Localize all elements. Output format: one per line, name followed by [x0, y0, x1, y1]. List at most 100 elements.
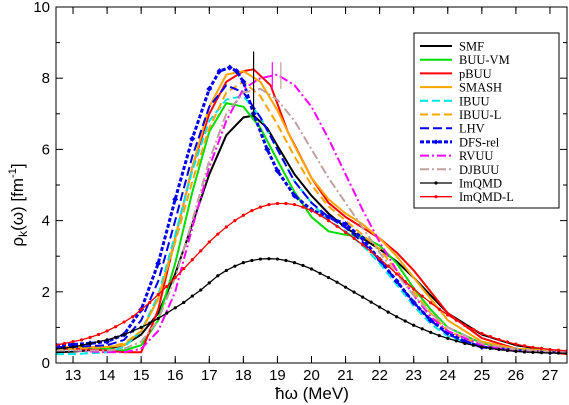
- data-point: [172, 196, 179, 203]
- data-point: [548, 351, 552, 355]
- series-imqmd-l: [56, 201, 567, 353]
- data-point: [480, 345, 484, 349]
- data-point: [378, 257, 382, 261]
- data-point: [267, 202, 271, 207]
- data-point: [386, 310, 390, 314]
- data-point: [301, 205, 305, 209]
- data-point: [96, 332, 101, 337]
- data-point: [114, 335, 118, 339]
- data-point: [420, 327, 424, 331]
- x-tick-label: 16: [167, 367, 184, 384]
- data-point: [105, 329, 109, 333]
- data-point: [284, 258, 288, 263]
- data-point: [497, 337, 501, 342]
- data-point: [429, 301, 433, 305]
- data-point: [437, 307, 441, 311]
- data-point: [224, 225, 228, 229]
- data-point: [454, 318, 458, 322]
- legend-label: IBUU-L: [459, 108, 501, 122]
- legend-item: DJBUU: [420, 163, 499, 177]
- data-point: [393, 278, 400, 285]
- data-point: [434, 181, 438, 185]
- x-tick-label: 25: [473, 367, 490, 384]
- data-point: [514, 342, 518, 346]
- data-point: [291, 192, 298, 199]
- data-point: [250, 209, 254, 213]
- data-point: [275, 257, 280, 261]
- data-point: [190, 294, 194, 298]
- data-point: [386, 264, 390, 268]
- data-point: [531, 345, 535, 349]
- x-tick-label: 17: [201, 367, 218, 384]
- data-point: [505, 348, 509, 353]
- data-point: [369, 249, 373, 254]
- data-point: [471, 327, 475, 332]
- data-point: [258, 205, 262, 209]
- legend-label: ImQMD-L: [459, 190, 514, 204]
- x-axis-label: ħω (MeV): [275, 384, 349, 403]
- y-axis-label: ρk(ω) [fm-1]: [7, 163, 30, 246]
- series-line: [56, 66, 567, 354]
- data-point: [342, 221, 349, 228]
- data-point: [434, 195, 438, 199]
- x-tick-label: 13: [65, 367, 82, 384]
- y-tick-label: 8: [42, 70, 50, 87]
- data-point: [403, 279, 407, 284]
- legend-item: DFS-rel: [420, 135, 500, 149]
- data-point: [395, 272, 399, 276]
- x-tick-label: 23: [405, 367, 422, 384]
- legend-label: LHV: [459, 122, 485, 136]
- data-point: [155, 260, 162, 267]
- legend-label: DFS-rel: [459, 135, 500, 149]
- data-point: [88, 335, 92, 339]
- data-point: [522, 344, 527, 348]
- data-point: [446, 336, 450, 341]
- data-point: [206, 85, 213, 92]
- data-point: [114, 325, 118, 329]
- data-point: [182, 300, 186, 305]
- data-point: [420, 294, 424, 298]
- data-point: [522, 350, 527, 354]
- data-point: [173, 275, 177, 280]
- data-point: [216, 68, 223, 75]
- data-point: [454, 339, 458, 343]
- data-point: [148, 321, 152, 325]
- legend-label: ImQMD: [459, 177, 502, 191]
- data-point: [446, 313, 450, 317]
- x-tick-label: 14: [99, 367, 116, 384]
- data-point: [207, 240, 211, 244]
- x-tick-label: 24: [439, 367, 456, 384]
- x-tick-label: 21: [337, 367, 354, 384]
- x-tick-label: 27: [542, 367, 559, 384]
- data-point: [62, 341, 67, 346]
- data-point: [343, 230, 348, 234]
- data-point: [505, 340, 509, 344]
- data-point: [463, 341, 467, 346]
- data-point: [70, 341, 77, 348]
- x-tick-label: 15: [133, 367, 150, 384]
- vertical-markers: [252, 51, 282, 118]
- y-tick-label: 6: [42, 141, 50, 158]
- legend-item: SMASH: [420, 81, 502, 95]
- y-tick-label: 2: [42, 284, 50, 301]
- data-point: [156, 316, 160, 321]
- x-tick-label: 22: [371, 367, 388, 384]
- y-tick-label: 4: [42, 213, 50, 230]
- data-point: [378, 305, 382, 309]
- data-point: [318, 271, 322, 275]
- series-line: [56, 73, 567, 354]
- legend-item: pBUU: [420, 67, 492, 81]
- data-point: [240, 78, 247, 85]
- data-point: [471, 343, 475, 347]
- data-point: [309, 209, 314, 213]
- series-imqmd: [56, 257, 567, 355]
- data-point: [131, 315, 135, 319]
- data-point: [412, 323, 416, 327]
- data-point: [224, 268, 228, 273]
- data-point: [531, 350, 535, 354]
- data-point: [190, 258, 194, 262]
- data-point: [514, 349, 518, 353]
- data-point: [480, 331, 484, 336]
- data-point: [488, 335, 492, 339]
